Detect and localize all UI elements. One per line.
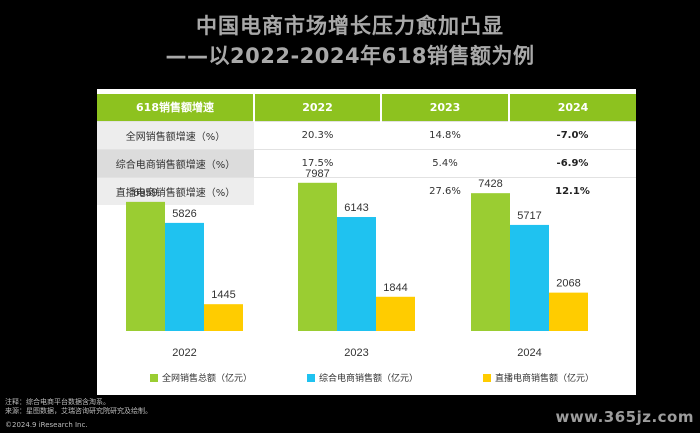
bar xyxy=(549,292,588,331)
bar xyxy=(376,296,415,331)
data-label: 5717 xyxy=(517,210,541,222)
data-label: 7987 xyxy=(305,168,329,180)
data-label: 5826 xyxy=(172,208,196,220)
copyright: ©2024.9 iResearch Inc. xyxy=(5,421,88,429)
legend-item: 直播电商销售额（亿元） xyxy=(483,371,594,384)
footnotes: 注释：综合电商平台数据含淘系。 来源：星图数据，艾瑞咨询研究院研究及绘制。 xyxy=(5,398,152,416)
legend-item: 综合电商销售额（亿元） xyxy=(307,371,418,384)
watermark: www.365jz.com xyxy=(555,408,694,426)
legend-item: 全网销售总额（亿元） xyxy=(150,371,252,384)
bar xyxy=(204,304,243,331)
growth-rate-table: 618销售额增速 2022 2023 2024 全网销售额增速（%） 20.3%… xyxy=(97,94,636,205)
data-label: 7428 xyxy=(478,178,502,190)
chart-panel: 618销售额增速 2022 2023 2024 全网销售额增速（%） 20.3%… xyxy=(97,89,636,395)
legend-label: 综合电商销售额（亿元） xyxy=(319,374,419,384)
table-cell: 27.6% xyxy=(381,176,509,205)
note-line: 注释：综合电商平台数据含淘系。 xyxy=(5,398,110,406)
table-header-cell: 2022 xyxy=(254,94,382,121)
row-label: 综合电商销售额增速（%） xyxy=(97,148,254,177)
data-label: 2068 xyxy=(556,278,580,290)
legend-swatch xyxy=(307,373,315,382)
table-header-cell: 2024 xyxy=(509,94,636,121)
table-cell: 14.8% xyxy=(381,120,509,149)
data-label: 6143 xyxy=(344,202,368,214)
x-tick-label: 2023 xyxy=(344,347,368,359)
table-header-cell: 2023 xyxy=(381,94,510,121)
table-row: 全网销售额增速（%） 20.3% 14.8% -7.0% xyxy=(97,120,636,149)
row-label: 全网销售额增速（%） xyxy=(97,120,254,149)
table-cell: 5.4% xyxy=(381,148,509,177)
data-label: 1844 xyxy=(383,282,407,294)
table-header-row: 618销售额增速 2022 2023 2024 xyxy=(97,94,636,121)
table-cell: -6.9% xyxy=(509,148,636,177)
legend-swatch xyxy=(483,373,491,382)
table-cell: -7.0% xyxy=(509,120,636,149)
table-cell: 12.1% xyxy=(509,176,636,205)
bar xyxy=(126,201,165,331)
page-title: 中国电商市场增长压力愈加凸显 xyxy=(196,14,504,38)
data-label: 6959 xyxy=(133,187,157,199)
x-tick-label: 2022 xyxy=(172,347,196,359)
table-cell: 17.5% xyxy=(254,148,381,177)
bar xyxy=(165,222,204,331)
table-header-cell: 618销售额增速 xyxy=(97,94,255,121)
table-row: 综合电商销售额增速（%） 17.5% 5.4% -6.9% xyxy=(97,148,636,177)
data-label: 1445 xyxy=(211,289,235,301)
page-subtitle: ——以2022-2024年618销售额为例 xyxy=(165,44,535,68)
bar xyxy=(298,182,337,331)
bar xyxy=(337,217,376,331)
legend-label: 直播电商销售额（亿元） xyxy=(495,374,595,384)
sales-bar-chart: 6959 5826 1445 2022 7987 6143 1844 2023 7428 5717… xyxy=(126,168,588,359)
row-label: 直播电商销售额增速（%） xyxy=(97,176,254,205)
bar xyxy=(471,193,510,331)
bar xyxy=(510,224,549,331)
legend-label: 全网销售总额（亿元） xyxy=(162,374,253,384)
legend-swatch xyxy=(150,373,158,382)
x-tick-label: 2024 xyxy=(517,347,541,359)
table-cell: 20.3% xyxy=(254,120,381,149)
source-line: 来源：星图数据，艾瑞咨询研究院研究及绘制。 xyxy=(5,407,152,415)
